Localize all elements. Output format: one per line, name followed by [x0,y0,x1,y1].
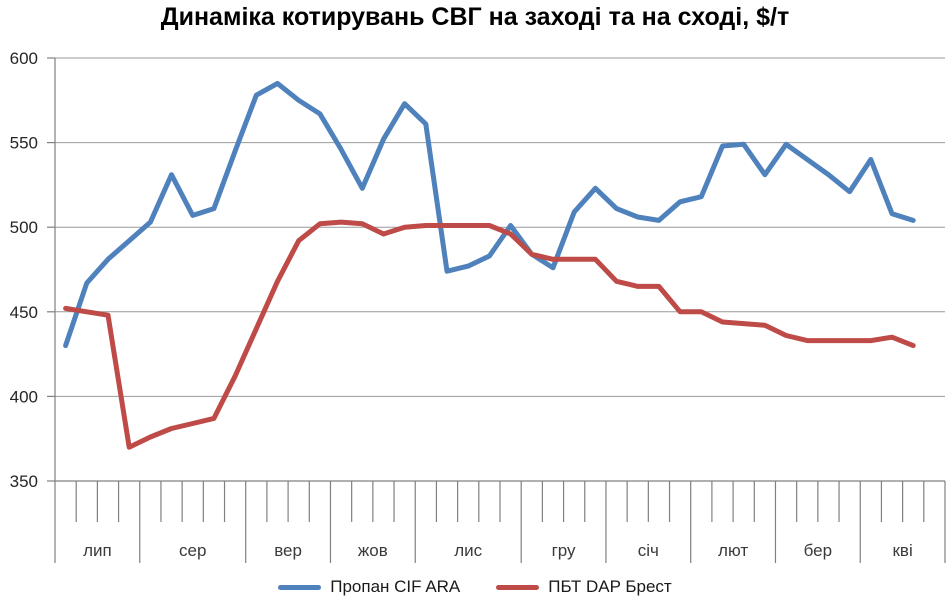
legend-item-pbt: ПБТ DAP Брест [496,577,672,597]
x-month-label: жов [358,541,388,560]
legend-label-pbt: ПБТ DAP Брест [548,577,672,596]
x-month-label: січ [638,541,659,560]
plot-area: 350 400 450 500 550 600 лип сер вер жов лис гру січ л… [10,49,946,563]
series-pbt-line [63,219,916,450]
legend-swatch-pbt [496,584,540,590]
x-month-label: лют [718,541,748,560]
chart-title: Динаміка котирувань СВГ на заході та на … [160,3,790,31]
legend: Пропан CIF ARA ПБТ DAP Брест [0,577,950,597]
x-month-label: лис [454,541,482,560]
series-propane-line [63,80,916,349]
y-tick-label: 450 [10,303,38,322]
legend-swatch-propane [278,584,322,590]
x-month-label: вер [274,541,302,560]
legend-label-propane: Пропан CIF ARA [330,577,461,596]
y-tick-label: 600 [10,49,38,68]
x-month-label: сер [179,541,206,560]
x-month-label: бер [804,541,832,560]
x-month-label: кві [892,541,912,560]
legend-item-propane: Пропан CIF ARA [278,577,460,597]
x-month-label: лип [83,541,112,560]
y-tick-label: 500 [10,218,38,237]
x-month-label: гру [552,541,576,560]
y-tick-label: 550 [10,134,38,153]
y-tick-label: 400 [10,387,38,406]
y-tick-label: 350 [10,472,38,491]
